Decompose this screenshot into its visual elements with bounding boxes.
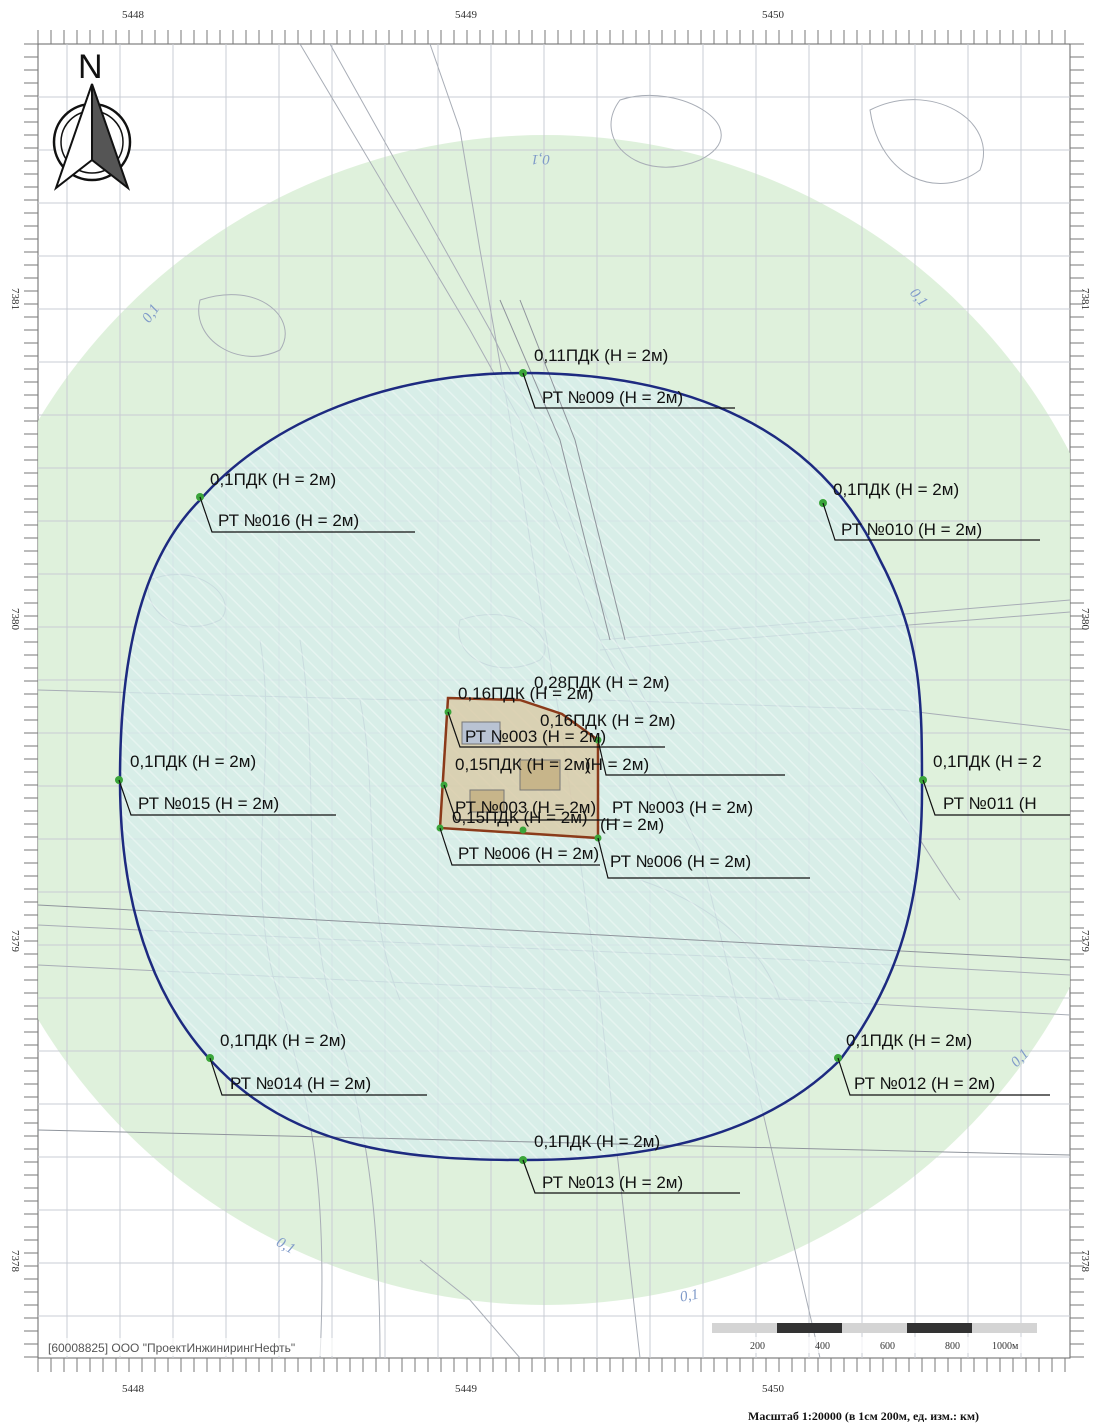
right-coordinate-label: 7379 xyxy=(1079,930,1091,953)
cluster-label: 0,28ПДК (Н = 2м) xyxy=(534,673,670,692)
cluster-label: (Н = 2м) xyxy=(585,755,649,774)
organization-label: [60008825] ООО "ПроектИнжинирингНефть" xyxy=(48,1341,295,1355)
cluster-label: 0,16ПДК (Н = 2м) xyxy=(540,711,676,730)
industrial-site xyxy=(438,696,600,840)
receptor-conc-label: 0,1ПДК (Н = 2 xyxy=(933,752,1042,771)
contour-label: 0,1 xyxy=(679,1287,700,1306)
frame-ruler xyxy=(24,30,1084,1372)
receptor-name-label: РТ №014 (Н = 2м) xyxy=(230,1074,371,1093)
receptor-name-label: РТ №016 (Н = 2м) xyxy=(218,511,359,530)
scale-tick-label: 600 xyxy=(880,1341,895,1352)
bottom-coordinate-label: 5449 xyxy=(455,1383,478,1395)
receptor-name-label: РТ №015 (Н = 2м) xyxy=(138,794,279,813)
bottom-coordinate-label: 5448 xyxy=(122,1383,145,1395)
site-cluster-labels: 0,28ПДК (Н = 2м) 0,16ПДК (Н = 2м) 0,16ПД… xyxy=(452,673,753,871)
cluster-label: 0,15ПДК (Н = 2м) xyxy=(455,755,591,774)
receptor-conc-label: 0,1ПДК (Н = 2м) xyxy=(130,752,256,771)
receptor-conc-label: 0,1ПДК (Н = 2м) xyxy=(210,470,336,489)
receptor-labels: 0,11ПДК (Н = 2м) РТ №009 (Н = 2м) 0,1ПДК… xyxy=(130,346,1042,1192)
leader-lines xyxy=(118,372,1070,1194)
left-coordinate-label: 7381 xyxy=(9,288,21,310)
left-coordinate-label: 7380 xyxy=(9,608,21,631)
left-coordinate-label: 7378 xyxy=(9,1250,21,1273)
cluster-label: РТ №003 (Н = 2м) xyxy=(465,727,606,746)
cluster-label: 0,15ПДК (Н = 2м) xyxy=(452,808,588,827)
left-coordinate-label: 7379 xyxy=(9,930,21,953)
receptor-name-label: РТ №013 (Н = 2м) xyxy=(542,1173,683,1192)
scale-tick-label: 200 xyxy=(750,1341,765,1352)
bottom-coordinate-label: 5450 xyxy=(762,1383,785,1395)
cluster-label: РТ №006 (Н = 2м) xyxy=(610,852,751,871)
contour-label: 0,1 xyxy=(531,151,550,167)
north-arrow-icon xyxy=(52,83,132,191)
receptor-conc-label: 0,1ПДК (Н = 2м) xyxy=(846,1031,972,1050)
receptor-conc-label: 0,1ПДК (Н = 2м) xyxy=(220,1031,346,1050)
cluster-label: РТ №003 (Н = 2м) xyxy=(455,798,596,817)
north-label: N xyxy=(78,48,103,86)
road-lines xyxy=(38,299,1070,1156)
cluster-label: РТ №006 (Н = 2м) xyxy=(458,844,599,863)
receptor-name-label: РТ №012 (Н = 2м) xyxy=(854,1074,995,1093)
top-coordinate-label: 5448 xyxy=(122,9,145,21)
top-coordinate-label: 5449 xyxy=(455,9,478,21)
top-coordinate-label: 5450 xyxy=(762,9,785,21)
organization-box xyxy=(44,1338,340,1356)
receptor-name-label: РТ №011 (Н xyxy=(943,794,1037,813)
receptor-name-label: РТ №010 (Н = 2м) xyxy=(841,520,982,539)
cluster-label: 0,16ПДК (Н = 2м) xyxy=(458,684,594,703)
right-coordinate-label: 7381 xyxy=(1079,288,1091,310)
receptor-name-label: РТ №009 (Н = 2м) xyxy=(542,388,683,407)
receptor-conc-label: 0,1ПДК (Н = 2м) xyxy=(534,1132,660,1151)
scale-tick-label: 800 xyxy=(945,1341,960,1352)
cluster-label: РТ №003 (Н = 2м) xyxy=(612,798,753,817)
receptor-conc-label: 0,1ПДК (Н = 2м) xyxy=(833,480,959,499)
cluster-label: (Н = 2м) xyxy=(600,815,664,834)
scale-bar xyxy=(712,1323,1038,1353)
right-coordinate-label: 7380 xyxy=(1079,608,1091,631)
right-coordinate-label: 7378 xyxy=(1079,1250,1091,1273)
scale-tick-label: 1000м xyxy=(992,1341,1019,1352)
receptor-conc-label: 0,11ПДК (Н = 2м) xyxy=(534,346,668,365)
scale-tick-label: 400 xyxy=(815,1341,830,1352)
scale-caption: Масштаб 1:20000 (в 1см 200м, ед. изм.: к… xyxy=(748,1409,979,1423)
